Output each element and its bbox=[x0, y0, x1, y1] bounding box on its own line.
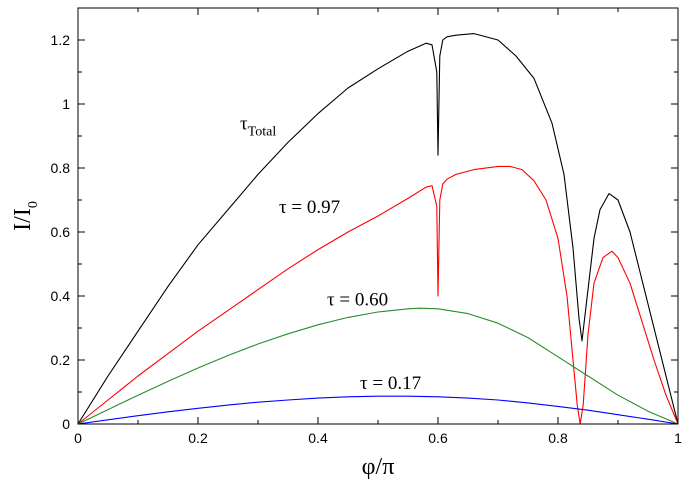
y-tick-label: 1.2 bbox=[51, 32, 71, 48]
y-tick-label: 0.4 bbox=[51, 288, 71, 304]
annotation-subscript: Total bbox=[248, 125, 277, 140]
x-axis-label: φ/π bbox=[362, 454, 395, 480]
x-tick-label: 0.4 bbox=[308, 430, 328, 446]
series-layer bbox=[77, 33, 679, 425]
x-tick-label: 0.8 bbox=[548, 430, 568, 446]
x-tick-label: 0.2 bbox=[188, 430, 208, 446]
series-line-4 bbox=[77, 395, 679, 425]
series-line-3 bbox=[77, 307, 679, 425]
series-line-2 bbox=[77, 165, 679, 425]
x-tick-label: 0.6 bbox=[428, 430, 448, 446]
y-tick-label: 1 bbox=[62, 96, 70, 112]
y-tick-label: 0.6 bbox=[51, 224, 71, 240]
y-tick-label: 0.2 bbox=[51, 352, 71, 368]
annotation-layer: τTotal τ = 0.97 τ = 0.60 τ = 0.17 bbox=[240, 114, 421, 394]
series-annotation-1: τTotal bbox=[240, 114, 276, 140]
series-annotation-2: τ = 0.97 bbox=[279, 197, 340, 218]
tick-layer: 0 0.2 0.4 0.6 0.8 1 0 0.2 0.4 0.6 0.8 1 1.2 bbox=[51, 7, 682, 446]
x-tick-label: 1 bbox=[674, 430, 682, 446]
y-axis-label: I/I0 bbox=[10, 201, 41, 231]
y-axis-label-main: I/I bbox=[10, 208, 36, 231]
y-axis-label-sub: 0 bbox=[26, 201, 41, 208]
series-line-1 bbox=[77, 33, 679, 425]
annotation-base: τ bbox=[240, 114, 248, 135]
y-tick-label: 0 bbox=[62, 416, 70, 432]
x-tick-label: 0 bbox=[74, 430, 82, 446]
y-tick-label: 0.8 bbox=[51, 160, 71, 176]
series-annotation-4: τ = 0.17 bbox=[360, 373, 421, 394]
series-annotation-3: τ = 0.60 bbox=[327, 290, 388, 311]
plot-frame bbox=[77, 7, 679, 425]
